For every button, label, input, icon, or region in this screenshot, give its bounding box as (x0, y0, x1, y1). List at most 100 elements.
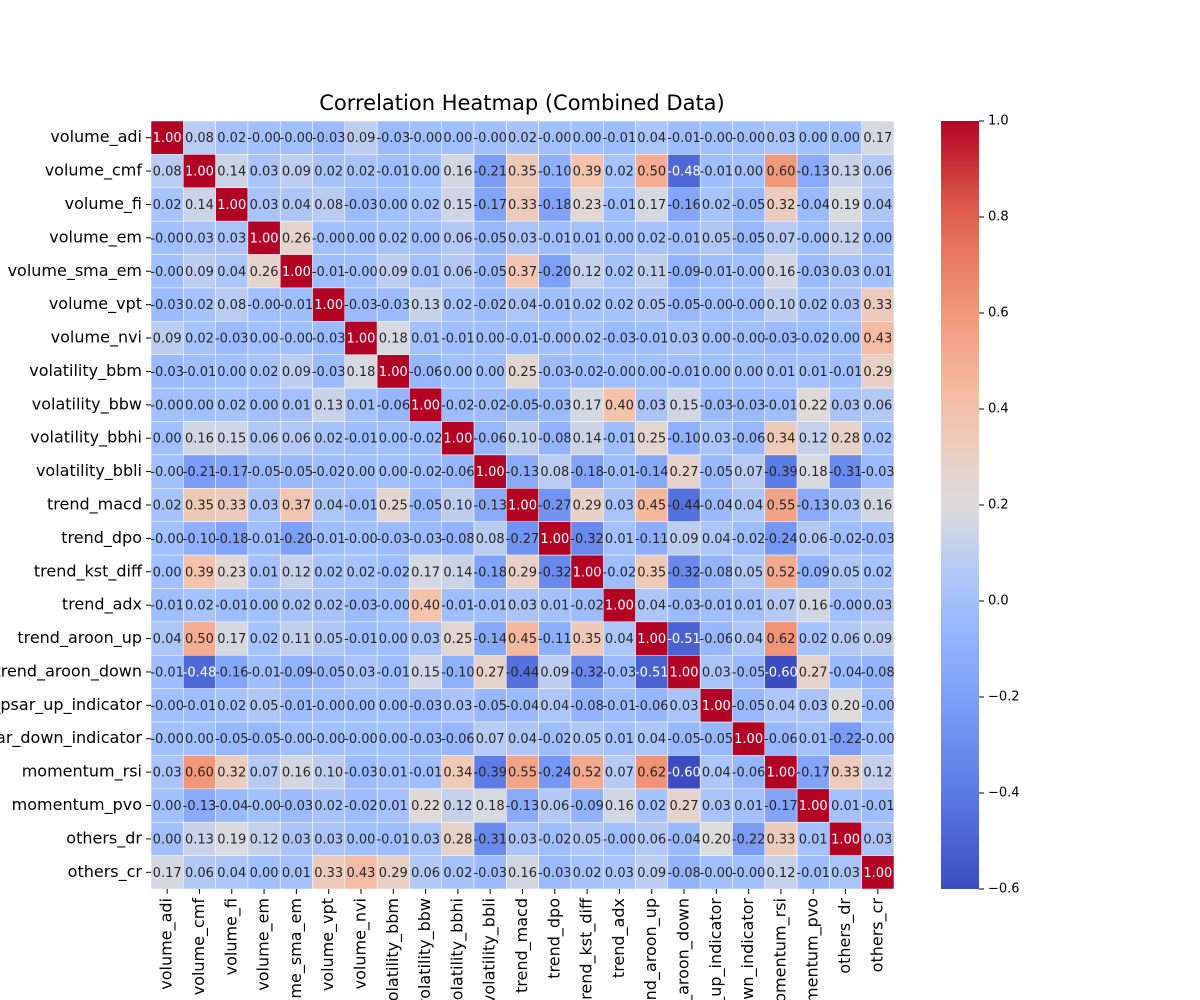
heatmap-cell (247, 721, 281, 756)
heatmap-cell (215, 287, 249, 322)
cell-label: 0.33 (863, 298, 892, 313)
cell-label: -0.21 (183, 465, 217, 480)
heatmap-cell (667, 120, 701, 155)
cell-label: 0.19 (831, 198, 860, 213)
heatmap-cell (247, 421, 281, 456)
cell-label: 0.17 (637, 198, 666, 213)
heatmap-cell (570, 421, 604, 456)
heatmap-cell (603, 287, 636, 322)
heatmap-cell (829, 387, 862, 422)
cell-label: 0.29 (508, 565, 537, 580)
heatmap-cell (409, 554, 442, 589)
heatmap-cell (312, 855, 346, 890)
heatmap-cell (344, 354, 378, 389)
colorbar-tick-label: 1.0 (988, 114, 1009, 129)
cell-label: 0.02 (443, 298, 472, 313)
heatmap-cell (312, 554, 346, 589)
cell-label: -0.09 (796, 565, 830, 580)
cell-label: 0.12 (443, 799, 472, 814)
cell-label: 0.52 (766, 565, 795, 580)
cell-label: 0.05 (250, 699, 279, 714)
heatmap-cell (699, 855, 733, 890)
cell-label: 0.02 (863, 565, 892, 580)
heatmap-cell (441, 688, 475, 723)
cell-label: 0.00 (379, 699, 408, 714)
heatmap-cell (861, 554, 895, 589)
heatmap-cell (215, 220, 249, 255)
cell-label: 0.16 (799, 599, 828, 614)
cell-label: 0.17 (153, 866, 182, 881)
x-tick-label: volume_fi (221, 898, 241, 975)
cell-label: -0.01 (247, 665, 281, 680)
cell-label: -0.03 (667, 599, 701, 614)
heatmap-cell (215, 554, 249, 589)
heatmap-cell (473, 321, 507, 355)
cell-label: -0.02 (732, 532, 766, 547)
heatmap-cell (312, 688, 346, 723)
cell-label: -0.03 (344, 298, 378, 313)
heatmap-cell (215, 387, 249, 422)
x-tick-label: volatility_bbm (383, 898, 403, 1000)
heatmap-cell (732, 220, 766, 255)
heatmap-cell (215, 688, 249, 723)
heatmap-cell (538, 855, 572, 890)
cell-label: 0.03 (411, 632, 440, 647)
cell-label: -0.01 (700, 165, 734, 180)
heatmap-cell (344, 287, 378, 322)
cell-label: -0.03 (344, 198, 378, 213)
cell-label: 0.02 (185, 298, 214, 313)
cell-label: 0.16 (185, 432, 214, 447)
cell-label: -0.20 (538, 265, 572, 280)
cell-label: -0.03 (376, 131, 410, 146)
cell-label: -0.02 (570, 365, 604, 380)
cell-label: 0.02 (185, 599, 214, 614)
cell-label: 0.02 (314, 799, 343, 814)
cell-label: 0.03 (250, 499, 279, 514)
cell-label: 0.04 (734, 632, 763, 647)
heatmap-cell (861, 321, 895, 355)
heatmap-cell (538, 588, 572, 623)
heatmap-cell (183, 120, 216, 155)
heatmap-cell (376, 120, 410, 155)
y-tick-label: volume_sma_em (8, 261, 142, 281)
cell-label: -0.01 (603, 465, 637, 480)
cell-label: -0.01 (376, 165, 410, 180)
cell-label: -0.03 (312, 332, 346, 347)
cell-label: 0.28 (443, 832, 472, 847)
heatmap-cell (764, 821, 798, 856)
heatmap-cell (215, 254, 249, 289)
cell-label: 1.00 (540, 532, 569, 547)
cell-label: 0.00 (605, 231, 634, 246)
cell-label: -0.06 (700, 632, 734, 647)
colorbar-tick-label: 0.2 (988, 498, 1009, 513)
heatmap-cell (732, 454, 766, 489)
heatmap-cell (732, 321, 766, 355)
x-tick-label: volume_vpt (318, 898, 338, 991)
cell-label: -0.13 (796, 165, 830, 180)
cell-label: 0.03 (637, 398, 666, 413)
cell-label: 0.02 (573, 866, 602, 881)
cell-label: -0.00 (247, 298, 281, 313)
y-tick-label: trend_aroon_up (17, 628, 142, 648)
cell-label: 0.02 (379, 231, 408, 246)
cell-label: 0.05 (573, 832, 602, 847)
heatmap-cell (506, 120, 539, 155)
heatmap-cell (635, 621, 669, 656)
cell-label: 0.00 (702, 365, 731, 380)
heatmap-cell (215, 488, 249, 522)
cell-label: 0.04 (217, 866, 246, 881)
heatmap-cell (829, 788, 862, 823)
cell-label: -0.00 (732, 866, 766, 881)
heatmap-cell (312, 354, 346, 389)
cell-label: 0.45 (637, 499, 666, 514)
x-tick-label: trend_dpo (544, 898, 564, 979)
cell-label: -0.08 (570, 699, 604, 714)
cell-label: -0.01 (667, 231, 701, 246)
cell-label: 0.03 (185, 231, 214, 246)
heatmap-cell (376, 521, 410, 556)
heatmap-cell (829, 120, 862, 155)
cell-label: -0.01 (538, 298, 572, 313)
heatmap-cell (409, 521, 442, 556)
cell-label: 0.22 (799, 398, 828, 413)
heatmap-cell (441, 321, 475, 355)
